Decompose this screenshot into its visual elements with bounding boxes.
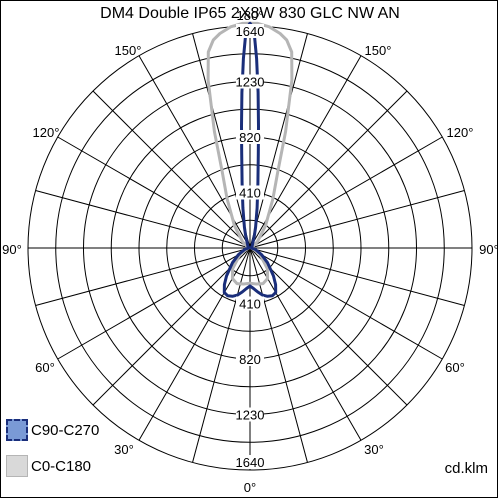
angle-label: 30° (114, 442, 134, 457)
series-layer (206, 21, 294, 298)
grid-spoke (92, 247, 251, 406)
angle-label: 180° (237, 8, 264, 23)
grid-spoke (249, 247, 443, 360)
radial-tick-label: 820 (239, 352, 261, 367)
grid-spoke (249, 90, 408, 249)
angle-label: 0° (244, 480, 256, 495)
angle-label: 150° (365, 43, 392, 58)
chart-legend: C90-C270 C0-C180 (6, 412, 99, 484)
tick-label-bg (236, 24, 264, 38)
radial-tick-label: 410 (239, 297, 261, 312)
unit-label: cd.klm (444, 460, 488, 477)
grid-spoke (138, 247, 251, 441)
grid-spoke (249, 190, 465, 249)
angle-label: 90° (479, 242, 499, 257)
radial-tick-label: 1230 (236, 75, 265, 90)
grid-spoke (57, 136, 251, 249)
angle-label: 150° (115, 43, 142, 58)
tick-label-bg (236, 407, 264, 422)
angle-label: 120° (33, 125, 60, 140)
tick-label-bg (236, 296, 264, 311)
tick-label-bg (236, 130, 264, 144)
tick-label-bg (236, 352, 264, 366)
legend-item-c0: C0-C180 (6, 448, 99, 484)
angle-label: 60° (35, 360, 55, 375)
tick-label-bg (236, 185, 264, 200)
grid-spoke (249, 33, 308, 249)
legend-item-c90: C90-C270 (6, 412, 99, 448)
tick-label-bg (236, 455, 264, 469)
series-c90-c270-curve (222, 21, 278, 298)
radial-tick-label: 820 (239, 130, 261, 145)
grid-spoke (35, 190, 251, 249)
legend-label-c90: C90-C270 (31, 421, 100, 439)
grid-spoke (249, 136, 443, 249)
radial-tick-label: 1640 (236, 455, 265, 470)
label-layer: 410 410 820 820 1230 1230 1640 1640 0° 30° 60° 90° 1… (2, 8, 499, 495)
angle-label: 120° (447, 125, 474, 140)
angle-label: 30° (364, 442, 384, 457)
legend-swatch-c0 (6, 455, 28, 477)
grid-spoke (35, 247, 251, 306)
chart-title: DM4 Double IP65 2X8W 830 GLC NW AN (100, 5, 400, 22)
angle-label: 90° (2, 242, 22, 257)
grid-spoke (57, 247, 251, 360)
radial-tick-label: 1230 (236, 408, 265, 423)
angle-label: 60° (445, 360, 465, 375)
grid-spoke (192, 33, 251, 249)
grid-spoke (249, 247, 408, 406)
radial-tick-label: 1640 (236, 24, 265, 39)
grid-spoke (249, 247, 465, 306)
grid-spoke (92, 90, 251, 249)
tick-label-bg (236, 74, 264, 89)
grid-spoke (249, 247, 362, 441)
legend-swatch-c90 (6, 419, 28, 441)
radial-tick-label: 410 (239, 186, 261, 201)
legend-label-c0: C0-C180 (31, 457, 92, 475)
